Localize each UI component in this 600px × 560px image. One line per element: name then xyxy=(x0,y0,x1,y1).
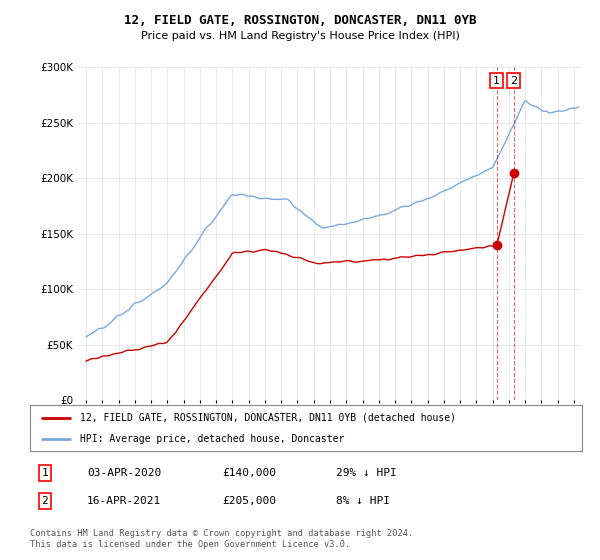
Text: £205,000: £205,000 xyxy=(222,496,276,506)
Text: 16-APR-2021: 16-APR-2021 xyxy=(87,496,161,506)
Text: 2: 2 xyxy=(41,496,49,506)
Text: £140,000: £140,000 xyxy=(222,468,276,478)
Text: 2: 2 xyxy=(510,76,517,86)
Text: 29% ↓ HPI: 29% ↓ HPI xyxy=(336,468,397,478)
Text: 1: 1 xyxy=(41,468,49,478)
Text: 8% ↓ HPI: 8% ↓ HPI xyxy=(336,496,390,506)
Text: Contains HM Land Registry data © Crown copyright and database right 2024.
This d: Contains HM Land Registry data © Crown c… xyxy=(30,529,413,549)
Text: 12, FIELD GATE, ROSSINGTON, DONCASTER, DN11 0YB: 12, FIELD GATE, ROSSINGTON, DONCASTER, D… xyxy=(124,14,476,27)
Text: Price paid vs. HM Land Registry's House Price Index (HPI): Price paid vs. HM Land Registry's House … xyxy=(140,31,460,41)
Text: HPI: Average price, detached house, Doncaster: HPI: Average price, detached house, Donc… xyxy=(80,435,344,444)
Text: 1: 1 xyxy=(493,76,500,86)
Text: 12, FIELD GATE, ROSSINGTON, DONCASTER, DN11 0YB (detached house): 12, FIELD GATE, ROSSINGTON, DONCASTER, D… xyxy=(80,413,455,423)
Text: 03-APR-2020: 03-APR-2020 xyxy=(87,468,161,478)
